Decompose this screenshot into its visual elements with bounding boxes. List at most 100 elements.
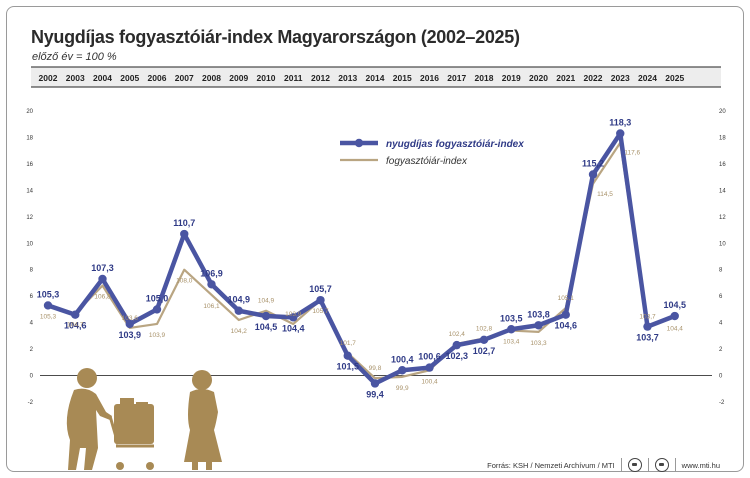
data-point-nyugdijas-2011	[289, 313, 298, 322]
data-point-nyugdijas-2007	[180, 229, 189, 239]
x-tick-label-2008: 2008	[202, 73, 221, 83]
data-point-nyugdijas-2002	[43, 301, 53, 310]
data-label-nyugdijas-2016: 100,6	[418, 352, 441, 362]
shopping-bag	[120, 398, 134, 408]
data-point-nyugdijas-2018	[479, 335, 489, 345]
legend-label-fogyasztoiar: fogyasztóiár-index	[386, 156, 468, 167]
y-tick-right-10: 10	[719, 241, 726, 247]
y-tick-left-16: 16	[26, 162, 33, 168]
y-tick-right-6: 6	[719, 294, 723, 300]
data-point-nyugdijas-2016	[425, 363, 434, 372]
data-point-nyugdijas-2019	[507, 325, 516, 334]
x-tick-label-2009: 2009	[229, 73, 248, 83]
x-tick-label-2020: 2020	[529, 73, 548, 83]
data-label-fogyasztoiar-2012: 105,7	[312, 308, 329, 315]
footer-divider	[620, 458, 622, 472]
data-label-nyugdijas-2015: 100,4	[391, 354, 414, 364]
data-label-nyugdijas-2010: 104,5	[255, 322, 278, 332]
data-label-nyugdijas-2009: 104,9	[227, 295, 250, 305]
data-point-nyugdijas-2012	[316, 295, 325, 305]
x-tick-label-2022: 2022	[584, 73, 603, 83]
elderly-woman-leg	[206, 462, 212, 470]
y-tick-left-2: 2	[30, 347, 34, 353]
x-tick-label-2010: 2010	[257, 73, 276, 83]
x-tick-label-2007: 2007	[175, 73, 194, 83]
data-label-nyugdijas-2017: 102,3	[445, 351, 468, 361]
shopping-cart-basket	[114, 404, 154, 444]
x-tick-label-2019: 2019	[502, 73, 521, 83]
elderly-woman-leg	[192, 462, 198, 470]
data-point-nyugdijas-2023	[616, 129, 625, 138]
data-label-nyugdijas-2002: 105,3	[37, 289, 60, 299]
x-tick-label-2013: 2013	[338, 73, 357, 83]
year-band	[31, 67, 721, 87]
series-line-fogyasztoiar-index	[47, 141, 676, 380]
data-label-fogyasztoiar-2016: 100,4	[421, 378, 438, 385]
x-tick-label-2014: 2014	[366, 73, 385, 83]
data-point-nyugdijas-2015	[398, 366, 407, 375]
data-label-fogyasztoiar-2017: 102,4	[449, 331, 466, 338]
data-label-fogyasztoiar-2005: 103,6	[122, 315, 139, 322]
x-tick-label-2006: 2006	[148, 73, 167, 83]
data-label-fogyasztoiar-2025: 104,4	[667, 325, 684, 332]
y-tick-right-0: 0	[719, 374, 723, 380]
data-point-nyugdijas-2009	[234, 306, 243, 315]
y-tick-right--2: -2	[719, 400, 725, 406]
data-point-nyugdijas-2006	[152, 305, 162, 314]
y-tick-left-18: 18	[26, 135, 33, 141]
data-label-nyugdijas-2003: 104,6	[64, 321, 87, 331]
chart-title: Nyugdíjas fogyasztóiár-index Magyarorszá…	[31, 27, 520, 47]
elderly-woman-body	[184, 389, 222, 462]
data-label-fogyasztoiar-2020: 103,3	[530, 340, 547, 347]
data-label-nyugdijas-2014: 99,4	[366, 389, 384, 399]
footer-divider	[647, 458, 649, 472]
data-label-nyugdijas-2008: 106,9	[200, 268, 223, 278]
data-label-fogyasztoiar-2021: 105,1	[558, 295, 575, 302]
data-label-fogyasztoiar-2022: 114,5	[597, 191, 613, 198]
data-label-nyugdijas-2007: 110,7	[173, 218, 195, 228]
x-tick-label-2021: 2021	[556, 73, 575, 83]
y-tick-right-8: 8	[719, 268, 723, 274]
y-tick-right-18: 18	[719, 135, 726, 141]
data-label-fogyasztoiar-2013: 101,7	[340, 340, 357, 347]
y-tick-right-12: 12	[719, 215, 726, 221]
data-label-fogyasztoiar-2014: 99,8	[369, 365, 382, 372]
website-link[interactable]: www.mti.hu	[681, 460, 720, 470]
y-tick-left-4: 4	[30, 321, 34, 327]
x-tick-label-2003: 2003	[66, 73, 85, 83]
data-point-nyugdijas-2017	[452, 340, 461, 350]
y-tick-left-0: 0	[30, 374, 34, 380]
y-tick-left-10: 10	[26, 241, 33, 247]
data-label-fogyasztoiar-2004: 106,8	[94, 294, 111, 301]
elderly-man-body	[66, 388, 112, 470]
shopping-cart-wheel	[116, 462, 124, 470]
data-label-fogyasztoiar-2002: 105,3	[40, 313, 57, 320]
data-label-nyugdijas-2025: 104,5	[663, 300, 686, 310]
data-label-fogyasztoiar-2003: 104,7	[67, 321, 84, 328]
data-point-nyugdijas-2010	[261, 311, 271, 321]
data-label-fogyasztoiar-2011: 103,9	[285, 311, 302, 318]
data-label-fogyasztoiar-2024: 103,7	[639, 314, 656, 321]
shopping-cart-wheel	[146, 462, 154, 470]
y-tick-right-14: 14	[719, 188, 726, 194]
shopping-cart-handle	[108, 415, 120, 445]
data-label-nyugdijas-2020: 103,8	[527, 309, 550, 319]
y-tick-right-20: 20	[719, 109, 726, 115]
y-tick-left-8: 8	[30, 268, 34, 274]
x-tick-label-2025: 2025	[665, 73, 684, 83]
footer: Forrás: KSH / Nemzeti Archívum / MTI www…	[487, 458, 720, 472]
data-label-fogyasztoiar-2019: 103,4	[503, 339, 520, 346]
data-label-nyugdijas-2024: 103,7	[636, 333, 659, 343]
legend-swatch-nyugdijas-marker	[354, 138, 364, 148]
data-point-nyugdijas-2020	[534, 321, 543, 330]
x-tick-label-2017: 2017	[447, 73, 466, 83]
data-label-nyugdijas-2005: 103,9	[118, 330, 141, 340]
x-tick-label-2011: 2011	[284, 73, 303, 83]
data-point-nyugdijas-2022	[588, 170, 598, 179]
data-point-nyugdijas-2021	[561, 310, 570, 319]
data-label-nyugdijas-2023: 118,3	[609, 117, 631, 127]
legend-label-nyugdijas: nyugdíjas fogyasztóiár-index	[386, 139, 524, 150]
data-point-nyugdijas-2003	[71, 310, 80, 319]
data-label-nyugdijas-2011: 104,4	[282, 323, 305, 333]
